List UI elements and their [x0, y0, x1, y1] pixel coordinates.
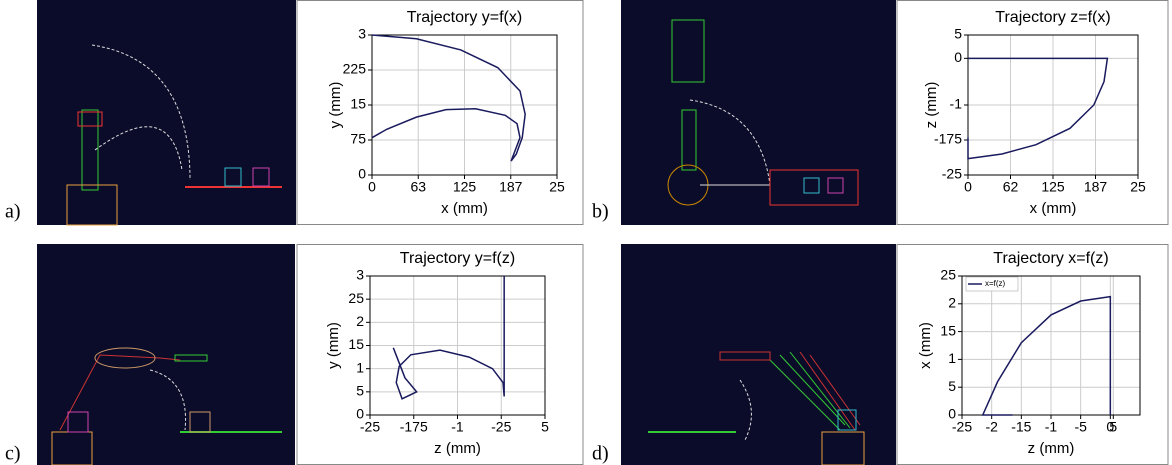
y-tick-label: -175 [934, 131, 962, 147]
y-tick-label: 3 [356, 267, 364, 283]
x-tick-label: 0 [964, 179, 972, 195]
y-axis-label: y (mm) [325, 322, 342, 369]
x-axis-label: z (mm) [434, 440, 481, 457]
x-tick-label: 125 [453, 179, 477, 195]
x-tick-label: 5 [1109, 419, 1117, 435]
y-tick-label: -25 [942, 166, 962, 182]
y-tick-label: 3 [358, 26, 366, 42]
chart-frame [897, 245, 1168, 465]
panel-label: d) [592, 443, 609, 465]
x-tick-label: 0 [368, 179, 376, 195]
x-tick-label: 187 [1084, 179, 1108, 195]
y-tick-label: 5 [954, 26, 962, 42]
panel-label: b) [592, 201, 609, 223]
x-axis-label: z (mm) [1028, 440, 1075, 457]
x-axis-label: x (mm) [441, 200, 488, 217]
chart-title: Trajectory y=f(x) [407, 9, 522, 26]
y-tick-label: 15 [940, 322, 956, 338]
x-tick-label: -15 [1011, 419, 1031, 435]
x-tick-label: 63 [410, 179, 426, 195]
y-tick-label: 2 [948, 295, 956, 311]
y-axis-label: z (mm) [923, 82, 940, 129]
x-tick-label: -25 [491, 419, 511, 435]
x-tick-label: -175 [400, 419, 428, 435]
y-axis-label: y (mm) [327, 82, 344, 129]
chart-title: Trajectory x=f(z) [993, 250, 1108, 267]
y-tick-label: 2 [356, 313, 364, 329]
y-tick-label: 5 [948, 378, 956, 394]
x-tick-label: 5 [541, 419, 549, 435]
y-tick-label: 15 [350, 96, 366, 112]
y-tick-label: -1 [950, 96, 963, 112]
y-tick-label: 75 [350, 131, 366, 147]
x-tick-label: -1 [1045, 419, 1058, 435]
x-axis-label: x (mm) [1030, 200, 1077, 217]
y-tick-label: 25 [348, 290, 364, 306]
x-tick-label: -5 [1074, 419, 1087, 435]
y-tick-label: 1 [948, 350, 956, 366]
x-tick-label: 62 [1003, 179, 1019, 195]
x-tick-label: 25 [549, 179, 565, 195]
y-tick-label: 0 [948, 406, 956, 422]
simulation-view [621, 0, 896, 225]
simulation-view [37, 244, 295, 465]
y-tick-label: 1 [356, 359, 364, 375]
y-tick-label: 0 [358, 166, 366, 182]
x-tick-label: 25 [1130, 179, 1146, 195]
y-tick-label: 0 [954, 49, 962, 65]
panel-label: c) [5, 443, 21, 465]
y-tick-label: 5 [356, 383, 364, 399]
chart-title: Trajectory y=f(z) [400, 250, 515, 267]
y-tick-label: 25 [940, 267, 956, 283]
y-axis-label: x (mm) [917, 322, 934, 369]
y-tick-label: 0 [356, 406, 364, 422]
panel-label: a) [5, 201, 21, 223]
legend-label: x=f(z) [985, 279, 1006, 288]
x-tick-label: 125 [1041, 179, 1065, 195]
y-tick-label: 15 [348, 336, 364, 352]
x-tick-label: 187 [499, 179, 523, 195]
x-tick-label: -1 [451, 419, 464, 435]
simulation-view [621, 244, 896, 465]
figure: a)Trajectory y=f(x)x (mm)y (mm)063125187… [0, 0, 1172, 465]
y-tick-label: 225 [343, 61, 367, 77]
x-tick-label: -2 [985, 419, 998, 435]
chart-title: Trajectory z=f(x) [995, 9, 1110, 26]
simulation-view [37, 0, 296, 225]
